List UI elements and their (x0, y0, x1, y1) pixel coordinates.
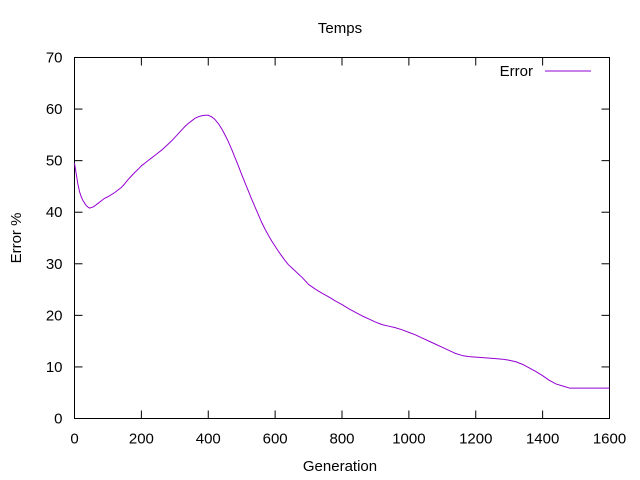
x-tick-label: 1600 (593, 431, 626, 448)
legend-label: Error (500, 63, 533, 80)
y-tick-label: 40 (46, 204, 63, 221)
legend: Error (500, 63, 591, 80)
chart-title: Temps (318, 20, 362, 37)
x-tick-label: 600 (263, 431, 288, 448)
x-axis-ticks: 0 200 400 600 800 1000 1200 1400 1600 (70, 57, 626, 448)
y-axis-ticks: 0 10 20 30 40 50 60 70 (46, 50, 610, 428)
x-tick-label: 800 (329, 431, 354, 448)
y-tick-label: 50 (46, 153, 63, 170)
x-tick-label: 1000 (392, 431, 425, 448)
y-tick-label: 20 (46, 307, 63, 324)
x-tick-label: 200 (129, 431, 154, 448)
x-tick-label: 1400 (526, 431, 559, 448)
series-line-error (74, 114, 610, 389)
y-tick-label: 0 (54, 411, 62, 428)
x-tick-label: 0 (70, 431, 78, 448)
y-tick-label: 60 (46, 101, 63, 118)
y-tick-label: 10 (46, 359, 63, 376)
y-tick-label: 70 (46, 50, 63, 67)
series-layer (74, 114, 610, 389)
y-axis-label: Error % (8, 213, 25, 264)
x-axis-label: Generation (303, 458, 377, 475)
x-tick-label: 1200 (459, 431, 492, 448)
y-tick-label: 30 (46, 256, 63, 273)
x-tick-label: 400 (196, 431, 221, 448)
plot-frame (74, 57, 610, 419)
